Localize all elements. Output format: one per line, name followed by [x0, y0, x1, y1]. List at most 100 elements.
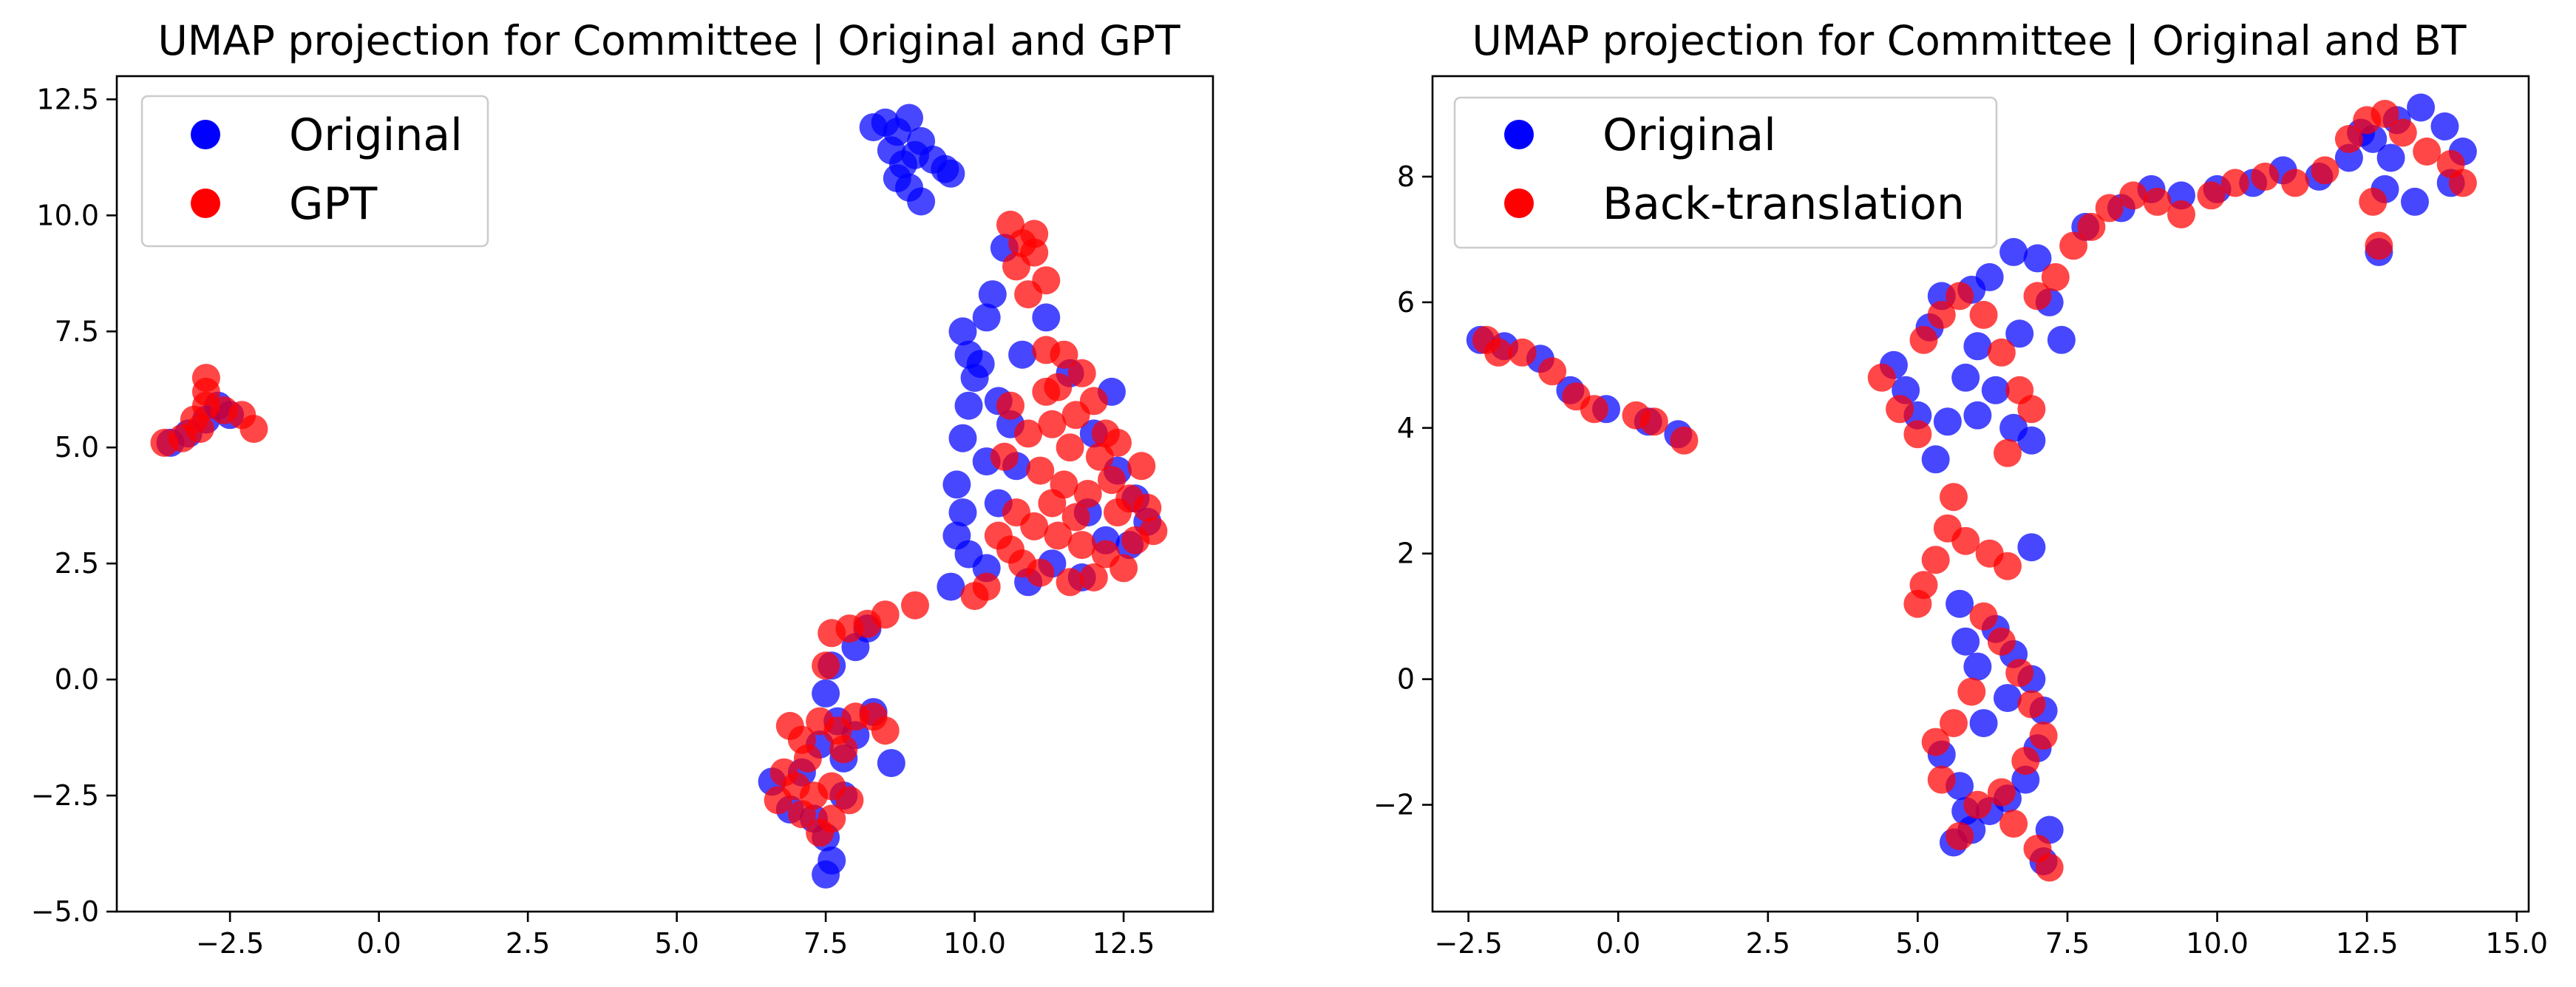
point-gpt: [1044, 521, 1073, 550]
x-tick-label: −2.5: [196, 927, 264, 960]
point-gpt: [1061, 503, 1090, 532]
point-back-translation: [2143, 187, 2172, 216]
chart-bt: UMAP projection for Committee | Original…: [1373, 17, 2548, 960]
chart-title-bt: UMAP projection for Committee | Original…: [1472, 17, 2466, 65]
point-back-translation: [1580, 395, 1608, 424]
legend-marker-back-translation: [1504, 189, 1534, 218]
point-gpt: [812, 651, 840, 680]
point-gpt: [1133, 493, 1162, 522]
x-tick-label: 5.0: [654, 927, 699, 960]
point-back-translation: [2413, 138, 2441, 166]
point-back-translation: [2017, 395, 2046, 424]
point-back-translation: [2359, 187, 2388, 216]
y-tick-label: 6: [1397, 286, 1415, 319]
point-gpt: [1056, 568, 1084, 597]
point-original: [2401, 187, 2429, 216]
point-back-translation: [1508, 338, 1537, 367]
point-original: [1969, 709, 1998, 738]
point-original: [1008, 340, 1037, 369]
axes-frame-gpt: [115, 75, 1214, 913]
legend-marker-original-bt: [1504, 120, 1534, 149]
point-back-translation: [1969, 300, 1998, 329]
point-back-translation: [2365, 231, 2393, 260]
point-gpt: [1050, 340, 1078, 369]
point-back-translation: [2197, 181, 2226, 210]
point-original: [2005, 319, 2034, 348]
point-back-translation: [1987, 627, 2016, 656]
point-gpt: [1026, 456, 1055, 485]
y-tick-label: 10.0: [36, 199, 99, 231]
x-tick-label: −2.5: [1434, 927, 1502, 960]
point-original: [2407, 93, 2436, 122]
point-back-translation: [1903, 589, 1932, 618]
points-group-bt: [1466, 93, 2477, 882]
point-original: [954, 391, 983, 420]
point-original: [972, 303, 1001, 332]
point-gpt: [1038, 410, 1067, 438]
point-gpt: [871, 600, 900, 629]
point-original: [1921, 445, 1950, 474]
point-gpt: [1127, 452, 1156, 481]
point-back-translation: [2029, 722, 2058, 750]
point-back-translation: [2220, 169, 2249, 197]
legend-marker-original-gpt: [191, 120, 220, 149]
point-original: [966, 350, 995, 379]
point-back-translation: [2023, 282, 2052, 311]
point-gpt: [1121, 526, 1150, 554]
point-gpt: [787, 800, 816, 829]
x-tick-label: 2.5: [1746, 927, 1790, 960]
x-tick-label: 10.0: [943, 927, 1006, 960]
point-back-translation: [1909, 325, 1938, 354]
point-back-translation: [1484, 338, 1513, 367]
point-back-translation: [2095, 194, 2124, 223]
point-gpt: [1067, 531, 1096, 560]
chart-gpt: UMAP projection for Committee | Original…: [31, 17, 1214, 960]
point-original: [948, 317, 977, 346]
point-original: [2430, 112, 2459, 140]
point-back-translation: [1538, 357, 1567, 386]
legend-label-original-gpt: Original: [289, 109, 463, 161]
y-tick-label: −2.5: [31, 779, 99, 812]
point-back-translation: [1963, 790, 1992, 819]
point-gpt: [960, 582, 989, 611]
point-back-translation: [2035, 853, 2064, 882]
y-tick-label: 2: [1397, 537, 1415, 570]
point-back-translation: [1987, 778, 2016, 807]
point-original: [1933, 407, 1962, 436]
point-back-translation: [1987, 338, 2016, 367]
point-gpt: [1002, 252, 1030, 281]
point-back-translation: [2077, 212, 2106, 241]
point-gpt: [793, 744, 822, 773]
legend-box-bt: [1453, 96, 1998, 249]
point-original: [1963, 401, 1992, 430]
point-original: [948, 498, 977, 527]
point-original: [2017, 533, 2046, 562]
point-gpt: [1109, 554, 1138, 583]
point-gpt: [996, 391, 1024, 420]
points-group-gpt: [150, 104, 1168, 889]
legend-box-gpt: [140, 95, 489, 248]
point-gpt: [835, 786, 864, 815]
point-original: [812, 860, 840, 889]
x-tick-label: 7.5: [2045, 927, 2090, 960]
y-tick-label: 5.0: [55, 431, 99, 464]
legend-gpt: Original GPT: [140, 95, 489, 248]
point-back-translation: [2041, 262, 2070, 291]
legend-label-original-bt: Original: [1603, 109, 1776, 161]
point-back-translation: [1945, 282, 1974, 311]
point-back-translation: [2119, 181, 2148, 210]
point-gpt: [806, 818, 835, 847]
x-tick-label: 5.0: [1895, 927, 1940, 960]
point-back-translation: [2005, 659, 2034, 688]
point-original: [2376, 143, 2405, 172]
chart-title-gpt: UMAP projection for Committee | Original…: [157, 17, 1180, 65]
point-back-translation: [1940, 483, 1968, 512]
point-back-translation: [2334, 125, 2363, 153]
point-gpt: [1002, 498, 1030, 527]
legend-marker-gpt: [191, 189, 220, 218]
point-back-translation: [1951, 526, 1980, 555]
point-original: [942, 470, 971, 499]
point-back-translation: [1940, 709, 1968, 738]
x-tick-label: 12.5: [1092, 927, 1155, 960]
